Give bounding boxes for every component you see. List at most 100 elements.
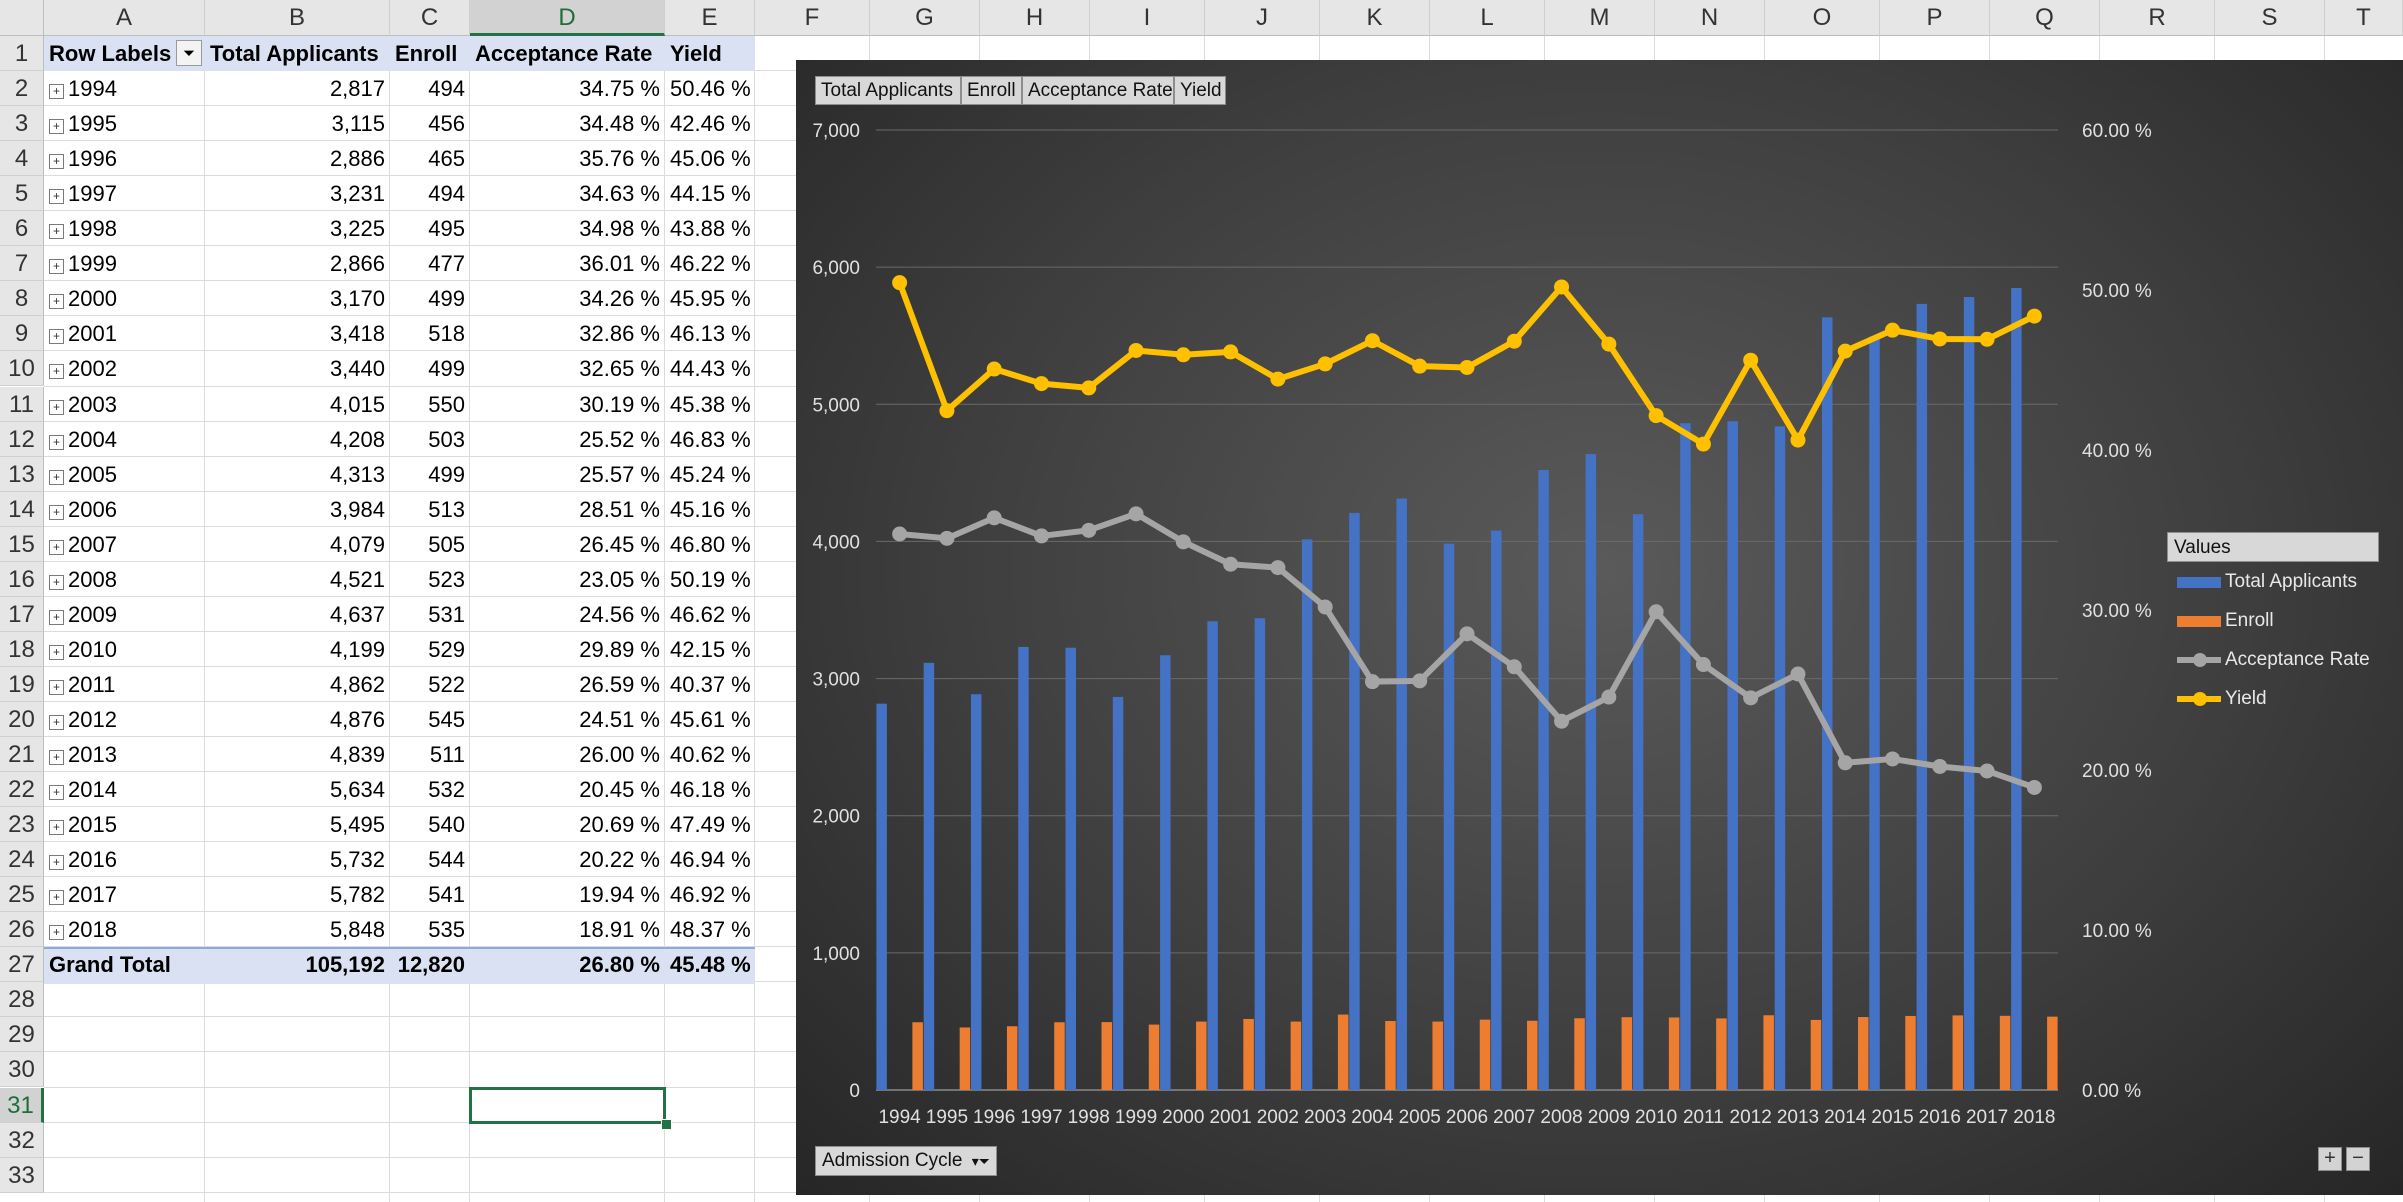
pivot-value-cell[interactable]: 513 [428, 496, 465, 522]
pivot-value-cell[interactable]: 46.18 % [670, 777, 751, 803]
expand-icon[interactable]: + [49, 855, 64, 871]
pivot-value-cell[interactable]: 23.05 % [579, 566, 660, 592]
pivot-value-cell[interactable]: 3,115 [331, 111, 385, 137]
row-header-31[interactable]: 31 [0, 1087, 44, 1123]
column-header-t[interactable]: T [2325, 0, 2403, 36]
pivot-header-cell[interactable]: Enroll [395, 41, 458, 66]
pivot-row-label[interactable]: +2001 [44, 316, 205, 351]
pivot-value-cell[interactable]: 46.13 % [670, 321, 751, 347]
pivot-value-cell[interactable]: 34.75 % [579, 76, 660, 102]
expand-icon[interactable]: + [49, 609, 64, 625]
pivot-value-cell[interactable]: 2,866 [329, 251, 385, 277]
row-header-23[interactable]: 23 [0, 807, 44, 843]
pivot-row-label[interactable]: +2004 [44, 422, 205, 457]
expand-icon[interactable]: + [49, 434, 64, 450]
pivot-value-cell[interactable]: 40.37 % [670, 671, 751, 697]
pivot-row-label[interactable]: +2008 [44, 562, 205, 597]
row-header-18[interactable]: 18 [0, 631, 44, 667]
row-header-7[interactable]: 7 [0, 246, 44, 282]
row-header-19[interactable]: 19 [0, 666, 44, 702]
pivot-value-cell[interactable]: 46.80 % [670, 531, 751, 557]
expand-icon[interactable]: + [49, 820, 64, 836]
column-header-p[interactable]: P [1880, 0, 1990, 36]
pivot-value-cell[interactable]: 45.06 % [670, 146, 751, 172]
pivot-value-cell[interactable]: 46.83 % [670, 426, 751, 452]
grand-total-label[interactable]: Grand Total [49, 952, 171, 978]
pivot-value-cell[interactable]: 45.38 % [670, 391, 751, 417]
pivot-value-cell[interactable]: 46.62 % [670, 601, 751, 627]
pivot-value-cell[interactable]: 25.52 % [579, 426, 660, 452]
pivot-value-cell[interactable]: 5,495 [329, 812, 385, 838]
row-header-6[interactable]: 6 [0, 211, 44, 247]
pivot-value-cell[interactable]: 35.76 % [579, 146, 660, 172]
pivot-row-label[interactable]: +1999 [44, 246, 205, 281]
row-header-22[interactable]: 22 [0, 772, 44, 808]
column-header-o[interactable]: O [1765, 0, 1880, 36]
pivot-value-cell[interactable]: 34.26 % [579, 286, 660, 312]
column-header-n[interactable]: N [1655, 0, 1765, 36]
value-field-button[interactable]: Yield [1174, 76, 1226, 105]
pivot-value-cell[interactable]: 505 [428, 531, 465, 557]
pivot-value-cell[interactable]: 43.88 % [670, 216, 751, 242]
pivot-value-cell[interactable]: 24.51 % [579, 706, 660, 732]
pivot-value-cell[interactable]: 36.01 % [579, 251, 660, 277]
row-header-21[interactable]: 21 [0, 737, 44, 773]
pivot-value-cell[interactable]: 5,634 [329, 777, 385, 803]
pivot-value-cell[interactable]: 494 [428, 181, 465, 207]
pivot-value-cell[interactable]: 4,208 [329, 426, 385, 452]
grand-total-value[interactable]: 12,820 [397, 952, 465, 978]
pivot-row-label[interactable]: +1996 [44, 141, 205, 176]
pivot-header-cell[interactable]: Total Applicants [210, 41, 379, 66]
pivot-value-cell[interactable]: 5,848 [329, 917, 385, 943]
pivot-value-cell[interactable]: 40.62 % [670, 742, 751, 767]
pivot-value-cell[interactable]: 2,817 [329, 76, 385, 102]
row-header-9[interactable]: 9 [0, 316, 44, 352]
value-field-button[interactable]: Acceptance Rate [1022, 76, 1174, 105]
column-header-d[interactable]: D [470, 0, 665, 36]
pivot-value-cell[interactable]: 531 [428, 601, 465, 627]
pivot-value-cell[interactable]: 4,015 [329, 391, 385, 417]
row-header-15[interactable]: 15 [0, 526, 44, 562]
pivot-value-cell[interactable]: 5,732 [329, 847, 385, 873]
pivot-value-cell[interactable]: 34.48 % [579, 111, 660, 137]
pivot-value-cell[interactable]: 42.46 % [670, 111, 751, 137]
row-header-4[interactable]: 4 [0, 141, 44, 177]
expand-icon[interactable]: + [49, 504, 64, 520]
pivot-value-cell[interactable]: 50.19 % [670, 566, 751, 592]
pivot-value-cell[interactable]: 529 [428, 636, 465, 662]
column-header-b[interactable]: B [205, 0, 390, 36]
pivot-value-cell[interactable]: 46.94 % [670, 847, 751, 873]
column-header-j[interactable]: J [1205, 0, 1320, 36]
pivot-value-cell[interactable]: 550 [428, 391, 465, 417]
pivot-value-cell[interactable]: 34.98 % [579, 216, 660, 242]
row-header-8[interactable]: 8 [0, 281, 44, 317]
expand-icon[interactable]: + [49, 469, 64, 485]
pivot-value-cell[interactable]: 25.57 % [579, 461, 660, 487]
pivot-value-cell[interactable]: 45.95 % [670, 286, 751, 312]
pivot-value-cell[interactable]: 42.15 % [670, 636, 751, 662]
pivot-value-cell[interactable]: 4,079 [329, 531, 385, 557]
column-header-c[interactable]: C [390, 0, 470, 36]
pivot-value-cell[interactable]: 456 [428, 111, 465, 137]
pivot-row-label[interactable]: +2000 [44, 281, 205, 316]
column-header-k[interactable]: K [1320, 0, 1430, 36]
column-header-m[interactable]: M [1545, 0, 1655, 36]
expand-field-button[interactable]: + [2318, 1147, 2342, 1171]
expand-icon[interactable]: + [49, 644, 64, 660]
pivot-value-cell[interactable]: 47.49 % [670, 812, 751, 838]
column-header-e[interactable]: E [665, 0, 755, 36]
expand-icon[interactable]: + [49, 294, 64, 310]
pivot-value-cell[interactable]: 20.69 % [579, 812, 660, 838]
row-header-16[interactable]: 16 [0, 561, 44, 597]
expand-icon[interactable]: + [49, 84, 64, 100]
expand-icon[interactable]: + [49, 154, 64, 170]
column-header-l[interactable]: L [1430, 0, 1545, 36]
pivot-row-label[interactable]: +2006 [44, 492, 205, 527]
pivot-row-label[interactable]: +2014 [44, 772, 205, 807]
pivot-value-cell[interactable]: 477 [428, 251, 465, 277]
pivot-row-label[interactable]: +1998 [44, 211, 205, 246]
row-header-5[interactable]: 5 [0, 176, 44, 212]
pivot-value-cell[interactable]: 522 [428, 671, 465, 697]
pivot-value-cell[interactable]: 26.45 % [579, 531, 660, 557]
row-header-20[interactable]: 20 [0, 701, 44, 737]
